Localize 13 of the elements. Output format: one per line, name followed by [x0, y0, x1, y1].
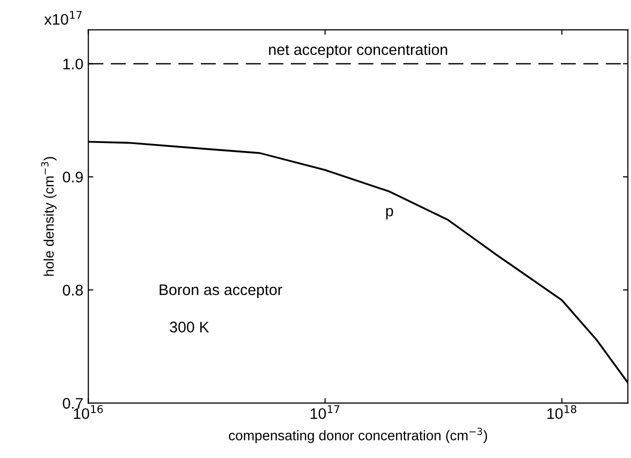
- y-tick-label: 1.0: [63, 58, 83, 70]
- annotation: Boron as acceptor: [160, 284, 282, 298]
- ref-line-label: net acceptor concentration: [269, 44, 448, 58]
- x-tick-label: 10$^{17}$: [310, 405, 340, 420]
- y-tick-label: 0.8: [62, 284, 83, 296]
- y-tick-label: 0.9: [62, 172, 83, 182]
- x-axis-title: compensating donor concentration (cm$^{−3}$): [228, 428, 488, 444]
- y-axis-title: hole density (cm$^{−3}$): [41, 157, 57, 276]
- text: x10$^{17}$: [44, 10, 82, 25]
- x-tick-label: 10$^{18}$: [547, 405, 576, 420]
- series-label: p: [386, 208, 394, 220]
- y-tick-label: 0.7: [62, 398, 83, 409]
- annotation: 300 K: [170, 322, 210, 332]
